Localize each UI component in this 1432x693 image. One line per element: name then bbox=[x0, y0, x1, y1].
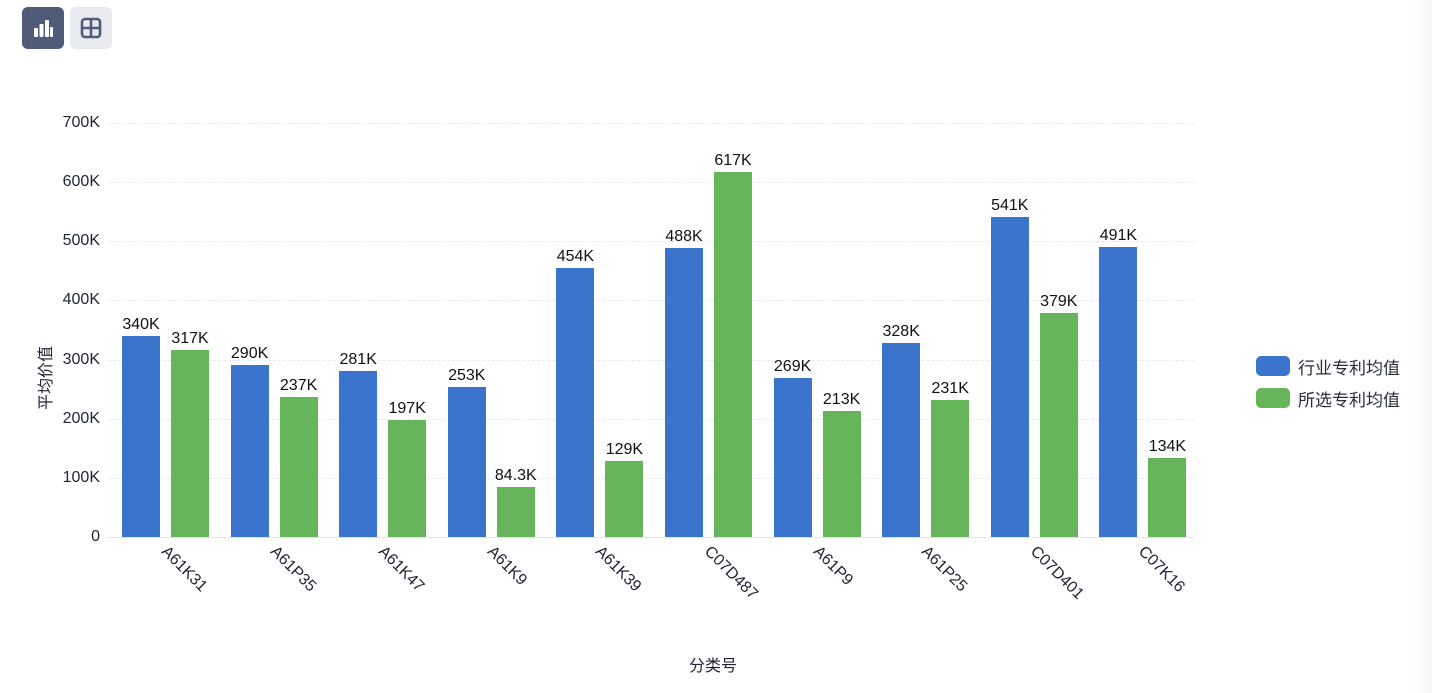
x-tick-label: C07D487 bbox=[700, 543, 761, 603]
bar-value-label: 253K bbox=[448, 367, 486, 385]
bar-value-label: 340K bbox=[122, 315, 160, 333]
bar-industry-average[interactable] bbox=[1099, 246, 1138, 537]
grid-table-icon bbox=[80, 17, 102, 39]
bar-value-label: 129K bbox=[605, 440, 644, 458]
x-tick-label: A61K47 bbox=[375, 543, 428, 596]
right-edge-shade bbox=[1412, 0, 1432, 693]
bar-selected-average[interactable] bbox=[931, 400, 970, 537]
bar-industry-average[interactable] bbox=[990, 217, 1029, 537]
bar-selected-average[interactable] bbox=[388, 420, 427, 537]
bar-value-label: 231K bbox=[931, 380, 969, 398]
bar-selected-average[interactable] bbox=[1148, 457, 1187, 537]
bar-selected-average[interactable] bbox=[1039, 312, 1078, 537]
bar-value-label: 317K bbox=[171, 329, 209, 347]
bar-value-label: 454K bbox=[556, 248, 595, 266]
gridline bbox=[108, 241, 1194, 243]
bar-value-label: 379K bbox=[1040, 292, 1078, 310]
x-tick-label: C07D401 bbox=[1026, 543, 1087, 603]
gridline bbox=[108, 182, 1194, 184]
x-axis-line bbox=[108, 537, 1194, 538]
legend-label: 所选专利均值 bbox=[1298, 390, 1400, 410]
legend-item-industry-average[interactable]: 行业专利均值 bbox=[1256, 350, 1400, 382]
bar-value-label: 197K bbox=[388, 400, 426, 418]
gridline bbox=[108, 123, 1194, 124]
bar-value-label: 281K bbox=[339, 350, 377, 368]
bar-selected-average[interactable] bbox=[496, 487, 535, 537]
bar-value-label: 84.3K bbox=[494, 467, 537, 485]
bar-value-label: 488K bbox=[665, 228, 703, 246]
legend-swatch-green bbox=[1256, 388, 1290, 408]
bar-selected-average[interactable] bbox=[171, 349, 209, 537]
gridline bbox=[108, 359, 1194, 361]
gridline bbox=[108, 418, 1194, 420]
y-tick-label: 0 bbox=[91, 528, 100, 545]
bar-industry-average[interactable] bbox=[230, 365, 269, 537]
bar-chart-icon bbox=[34, 20, 53, 37]
y-tick-label: 700K bbox=[62, 114, 100, 131]
bar-value-label: 328K bbox=[882, 323, 920, 340]
bar-industry-average[interactable] bbox=[882, 343, 921, 537]
x-tick-label: A61P25 bbox=[918, 543, 971, 596]
bar-industry-average[interactable] bbox=[556, 268, 595, 537]
gridline bbox=[108, 300, 1194, 302]
legend-swatch-blue bbox=[1256, 356, 1290, 376]
bar-value-label: 491K bbox=[1099, 226, 1138, 244]
x-tick-label: A61K31 bbox=[157, 543, 211, 596]
x-tick-label: A61P35 bbox=[266, 543, 319, 596]
y-tick-label: 200K bbox=[62, 409, 100, 427]
x-axis-title: 分类号 bbox=[689, 658, 738, 675]
bar-industry-average[interactable] bbox=[665, 248, 703, 537]
bar-industry-average[interactable] bbox=[773, 377, 812, 537]
bar-selected-average[interactable] bbox=[279, 396, 318, 537]
table-view-button[interactable] bbox=[70, 7, 112, 49]
y-axis-title: 平均价值 bbox=[38, 345, 56, 411]
bar-value-label: 213K bbox=[822, 391, 861, 409]
bar-value-label: 617K bbox=[714, 152, 752, 170]
gridline bbox=[108, 477, 1194, 479]
view-toolbar bbox=[22, 7, 112, 49]
bar-value-label: 237K bbox=[279, 376, 318, 394]
bar-industry-average[interactable] bbox=[447, 387, 486, 537]
legend-label: 行业专利均值 bbox=[1298, 358, 1400, 378]
bar-chart-view-button[interactable] bbox=[22, 7, 64, 49]
y-tick-label: 600K bbox=[62, 173, 100, 191]
y-tick-label: 400K bbox=[62, 291, 100, 309]
legend: 行业专利均值 所选专利均值 bbox=[1256, 350, 1400, 414]
legend-item-selected-average[interactable]: 所选专利均值 bbox=[1256, 382, 1400, 414]
bar-value-label: 541K bbox=[991, 197, 1029, 215]
y-tick-label: 500K bbox=[62, 232, 100, 250]
y-tick-label: 300K bbox=[62, 350, 100, 368]
bar-industry-average[interactable] bbox=[122, 335, 160, 537]
x-tick-label: A61P9 bbox=[809, 543, 856, 589]
x-tick-label: C07K16 bbox=[1135, 543, 1189, 596]
bar-selected-average[interactable] bbox=[822, 411, 861, 537]
x-tick-label: A61K9 bbox=[483, 543, 530, 589]
bar-value-label: 269K bbox=[773, 357, 812, 375]
bar-industry-average[interactable] bbox=[339, 370, 378, 537]
bar-value-label: 290K bbox=[230, 345, 269, 363]
bar-value-label: 134K bbox=[1148, 437, 1187, 455]
y-tick-label: 100K bbox=[62, 468, 100, 486]
bar-selected-average[interactable] bbox=[605, 460, 644, 537]
x-tick-label: A61K39 bbox=[592, 543, 645, 596]
bar-selected-average[interactable] bbox=[714, 172, 752, 537]
